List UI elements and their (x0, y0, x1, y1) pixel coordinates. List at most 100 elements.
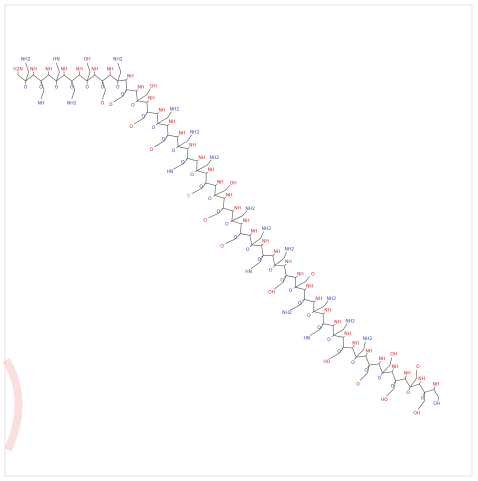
label-bg (75, 66, 83, 72)
side-chain (274, 251, 287, 266)
atom-label: NH (306, 284, 313, 290)
atom-label: NH (433, 381, 440, 387)
side-chain (25, 62, 29, 82)
label-bg (352, 340, 360, 346)
atom-label: NH (61, 67, 68, 73)
label-bg (188, 171, 196, 177)
label-bg (255, 257, 263, 263)
atom-label: O (121, 91, 125, 97)
side-chain (208, 207, 224, 219)
side-chain (225, 233, 241, 244)
label-bg (362, 367, 370, 373)
atom-label: NH (137, 85, 144, 91)
side-chain (295, 276, 310, 288)
label-bg (335, 348, 343, 354)
atom-label: NH (217, 179, 224, 185)
label-bg (389, 383, 397, 389)
label-bg (296, 271, 304, 277)
side-chain (274, 275, 287, 290)
side-chain (251, 231, 264, 246)
side-chain (117, 62, 122, 82)
atom-label: NH (179, 130, 186, 136)
side-chain (359, 364, 370, 381)
label-bg (287, 288, 295, 294)
side-chain (173, 158, 188, 170)
atom-label: O (246, 247, 250, 253)
label-bg (214, 208, 222, 214)
side-label: HN (245, 269, 252, 275)
atom-label: NH (234, 205, 241, 211)
label-bg (324, 307, 332, 313)
side-label: O (311, 271, 315, 277)
side-label: NH2 (262, 226, 272, 232)
side-label: S (187, 194, 190, 200)
side-label: OH (390, 352, 397, 358)
label-bg (378, 356, 386, 362)
side-label: O (416, 364, 420, 370)
label-bg (170, 148, 178, 154)
label-bg (278, 277, 286, 283)
side-label: O (220, 243, 224, 249)
label-bg (206, 196, 214, 202)
atom-label: NH (315, 296, 322, 302)
side-chain (309, 323, 324, 336)
label-bg (334, 319, 342, 325)
side-label: HN (303, 336, 310, 342)
side-chain (191, 182, 207, 195)
atom-label: NH (169, 119, 176, 125)
side-label: NH2 (190, 130, 200, 136)
side-chain (329, 346, 344, 360)
atom-label: O (337, 348, 341, 354)
label-bg (403, 370, 411, 376)
atom-label: O (391, 383, 395, 389)
label-bg (432, 381, 440, 387)
side-chain (313, 300, 329, 312)
label-bg (315, 325, 323, 331)
label-bg (114, 84, 122, 90)
side-chain (157, 111, 172, 124)
atom-label: O (234, 234, 238, 240)
atom-label: O (217, 209, 221, 215)
atom-label: O (85, 85, 89, 91)
atom-label: NH (297, 271, 304, 277)
label-bg (284, 259, 292, 265)
atom-label: O (131, 102, 135, 108)
atom-label: NH (91, 67, 98, 73)
atom-label: O (172, 148, 176, 154)
label-bg (225, 192, 233, 198)
side-label: OH (268, 290, 275, 296)
atom-label: NH (189, 143, 196, 149)
atom-label: O (351, 360, 355, 366)
label-bg (242, 218, 250, 224)
atom-label: NH (392, 364, 399, 370)
side-chain (409, 370, 417, 388)
label-bg (244, 246, 252, 252)
label-bg (179, 159, 187, 165)
label-bg (159, 136, 167, 142)
atom-label: O (70, 85, 74, 91)
atom-label: O (162, 137, 166, 143)
side-chain (56, 62, 60, 82)
side-chain (177, 134, 192, 147)
atom-label: NH (418, 376, 425, 382)
atom-label: O (208, 196, 212, 202)
atom-label: NH (45, 67, 52, 73)
side-label: HO (323, 359, 330, 365)
atom-label: NH (198, 155, 205, 161)
atom-label: OH (433, 401, 440, 407)
side-chain (102, 80, 106, 100)
label-bg (37, 84, 45, 90)
label-bg (267, 267, 275, 273)
atom-label: NH (324, 308, 331, 314)
side-label: NH2 (363, 336, 373, 342)
side-label: NH2 (170, 107, 180, 113)
atom-label: O (327, 337, 331, 343)
side-label: NH2 (67, 101, 77, 107)
atom-label: O (298, 300, 302, 306)
side-chain (382, 357, 392, 374)
atom-label: O (190, 172, 194, 178)
side-chain (154, 134, 169, 148)
atom-label: NH (344, 331, 351, 337)
side-label: OH (84, 57, 91, 63)
